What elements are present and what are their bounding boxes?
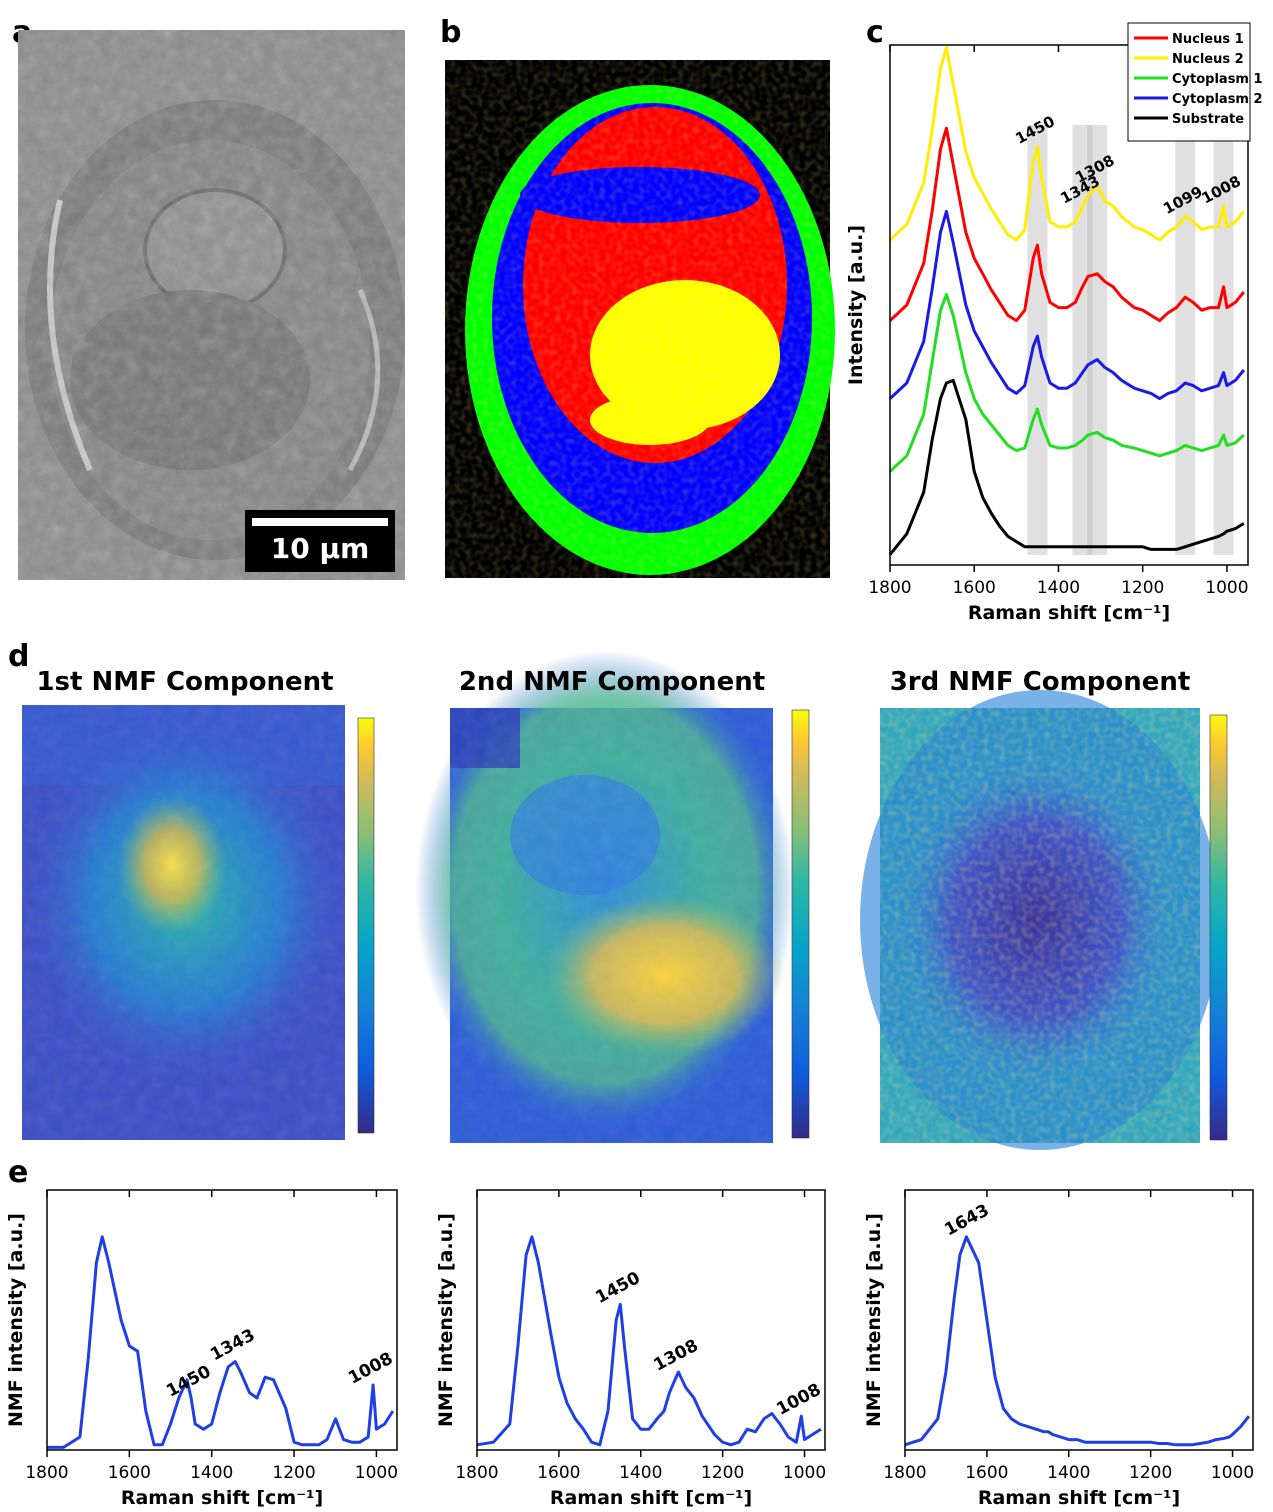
y-axis-title: Intensity [a.u.]: [845, 225, 867, 385]
nmf-map: [415, 650, 809, 1143]
x-tick-label: 1000: [1211, 1463, 1254, 1483]
peak-label: 1450: [163, 1362, 214, 1402]
x-tick-label: 1400: [619, 1463, 662, 1483]
micrograph: 10 µm: [18, 30, 405, 580]
legend-label: Cytoplasm 2: [1172, 92, 1263, 107]
peak-label: 1008: [345, 1349, 396, 1389]
y-axis-title: NMF intensity [a.u.]: [435, 1213, 457, 1427]
panel-label: b: [440, 15, 461, 50]
x-tick-label: 1200: [272, 1463, 315, 1483]
x-tick-label: 1800: [25, 1463, 68, 1483]
legend-label: Cytoplasm 1: [1172, 72, 1263, 87]
x-tick-label: 1000: [783, 1463, 826, 1483]
x-tick-label: 1200: [1129, 1463, 1172, 1483]
cluster-map: [445, 60, 835, 578]
x-tick-label: 1400: [1037, 578, 1080, 598]
x-axis-title: Raman shift [cm⁻¹]: [550, 1487, 752, 1508]
legend-label: Nucleus 1: [1172, 32, 1244, 47]
x-tick-label: 1800: [868, 578, 911, 598]
plot-frame: [47, 1190, 397, 1450]
x-tick-label: 1600: [108, 1463, 151, 1483]
x-axis-title: Raman shift [cm⁻¹]: [968, 602, 1170, 624]
x-tick-label: 1600: [965, 1463, 1008, 1483]
legend-label: Substrate: [1172, 112, 1244, 127]
legend-label: Nucleus 2: [1172, 52, 1244, 67]
panel-label: e: [8, 1155, 28, 1190]
nmf-map: [22, 705, 374, 1140]
figure: a b c d e 10 µm: [0, 0, 1273, 1508]
peak-label: 1643: [941, 1200, 992, 1240]
x-tick-label: 1600: [537, 1463, 580, 1483]
map-title: 2nd NMF Component: [459, 667, 765, 697]
x-tick-label: 1200: [1121, 578, 1164, 598]
peak-label: 1308: [650, 1336, 701, 1376]
y-axis-title: NMF intensity [a.u.]: [863, 1213, 885, 1427]
y-axis-title: NMF intensity [a.u.]: [5, 1213, 27, 1427]
nmf-map: [860, 690, 1227, 1150]
spectrum-line: [905, 1237, 1249, 1445]
scale-bar-label: 10 µm: [271, 532, 370, 565]
peak-label: 1343: [207, 1325, 258, 1365]
plot-frame: [477, 1190, 825, 1450]
panel-label: d: [8, 639, 29, 674]
x-tick-label: 1400: [1047, 1463, 1090, 1483]
x-tick-label: 1800: [883, 1463, 926, 1483]
x-axis-title: Raman shift [cm⁻¹]: [121, 1487, 323, 1508]
x-tick-label: 1800: [455, 1463, 498, 1483]
x-axis-title: Raman shift [cm⁻¹]: [978, 1487, 1180, 1508]
x-tick-label: 1600: [953, 578, 996, 598]
peak-label: 1450: [592, 1268, 643, 1308]
panel-label: c: [866, 15, 884, 50]
peak-label: 1008: [773, 1380, 824, 1420]
map-title: 1st NMF Component: [36, 667, 333, 697]
map-title: 3rd NMF Component: [890, 667, 1191, 697]
x-tick-label: 1400: [190, 1463, 233, 1483]
x-tick-label: 1000: [1205, 578, 1248, 598]
spectrum-line: [477, 1237, 821, 1445]
x-tick-label: 1200: [701, 1463, 744, 1483]
x-tick-label: 1000: [355, 1463, 398, 1483]
